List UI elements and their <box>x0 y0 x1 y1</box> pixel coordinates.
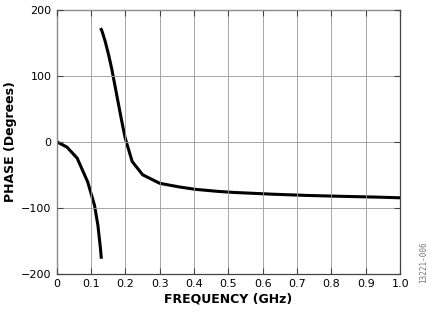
Y-axis label: PHASE (Degrees): PHASE (Degrees) <box>4 81 17 202</box>
Text: 13221-006: 13221-006 <box>419 242 427 283</box>
X-axis label: FREQUENCY (GHz): FREQUENCY (GHz) <box>164 293 292 306</box>
